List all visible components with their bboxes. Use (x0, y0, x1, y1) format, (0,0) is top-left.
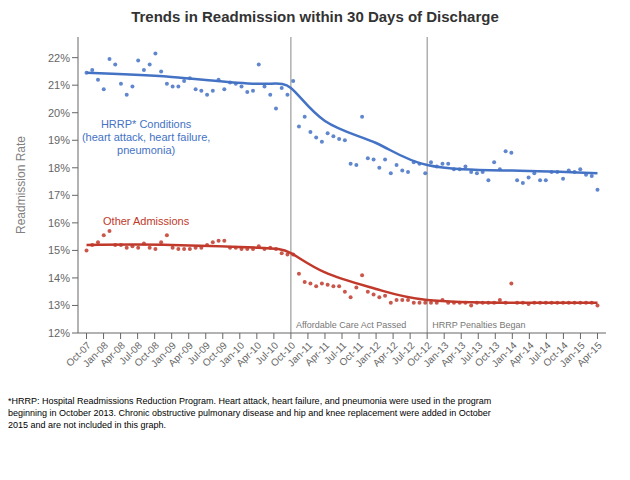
svg-text:21%: 21% (48, 79, 70, 91)
svg-text:17%: 17% (48, 189, 70, 201)
svg-text:HRRP Penalties Began: HRRP Penalties Began (432, 320, 525, 330)
svg-text:Jan-14: Jan-14 (489, 339, 519, 370)
svg-text:Jul-09: Jul-09 (185, 339, 213, 367)
svg-text:16%: 16% (48, 217, 70, 229)
svg-text:Oct-10: Oct-10 (268, 339, 298, 369)
svg-text:Jan-11: Jan-11 (285, 339, 315, 369)
svg-text:Apr-14: Apr-14 (506, 339, 536, 369)
svg-text:Jul-10: Jul-10 (253, 339, 281, 367)
svg-text:Oct-09: Oct-09 (200, 339, 230, 369)
svg-text:19%: 19% (48, 134, 70, 146)
svg-text:Jan-09: Jan-09 (148, 339, 179, 370)
svg-text:Jul-14: Jul-14 (525, 339, 553, 367)
svg-text:14%: 14% (48, 272, 70, 284)
html-text:Trends in Readmission within 3: Trends in Readmission within 30 Days of … (131, 8, 499, 25)
svg-text:Jan-12: Jan-12 (353, 339, 383, 370)
svg-text:Affordable Care Act Passed: Affordable Care Act Passed (296, 320, 406, 330)
svg-text:Oct-12: Oct-12 (404, 339, 434, 369)
svg-text:12%: 12% (48, 327, 70, 339)
svg-text:Oct-07: Oct-07 (63, 339, 93, 369)
svg-text:Oct-14: Oct-14 (540, 339, 570, 369)
svg-text:Jan-13: Jan-13 (421, 339, 451, 370)
svg-text:HRRP* Conditions(heart attack,: HRRP* Conditions(heart attack, heart fai… (82, 118, 210, 156)
svg-text:Jul-08: Jul-08 (117, 339, 144, 367)
svg-text:Jul-12: Jul-12 (389, 339, 417, 367)
svg-text:Apr-10: Apr-10 (234, 339, 264, 369)
svg-text:Jan-10: Jan-10 (216, 339, 247, 370)
svg-text:Jan-15: Jan-15 (557, 339, 587, 370)
svg-text:Apr-08: Apr-08 (98, 339, 127, 369)
svg-text:13%: 13% (48, 299, 70, 311)
svg-text:Jan-08: Jan-08 (80, 339, 110, 370)
svg-text:Apr-12: Apr-12 (370, 339, 400, 369)
svg-text:18%: 18% (48, 162, 70, 174)
svg-text:15%: 15% (48, 244, 70, 256)
svg-text:Jul-11: Jul-11 (321, 339, 349, 367)
svg-text:Readmission Rate: Readmission Rate (14, 136, 28, 234)
svg-text:Apr-13: Apr-13 (438, 339, 468, 369)
svg-text:Jul-13: Jul-13 (457, 339, 485, 367)
svg-text:Apr-15: Apr-15 (575, 339, 604, 368)
svg-text:Oct-08: Oct-08 (132, 339, 162, 369)
svg-text:Apr-09: Apr-09 (166, 339, 196, 369)
svg-text:20%: 20% (48, 107, 70, 119)
svg-text:Other Admissions: Other Admissions (103, 215, 190, 227)
svg-text:Oct-13: Oct-13 (472, 339, 502, 369)
svg-text:Apr-11: Apr-11 (302, 339, 332, 369)
html-text:*HRRP: Hospital Readmissions R: *HRRP: Hospital Readmissions Reduction P… (8, 396, 492, 430)
svg-text:22%: 22% (48, 52, 70, 64)
svg-text:Oct-11: Oct-11 (337, 339, 366, 369)
